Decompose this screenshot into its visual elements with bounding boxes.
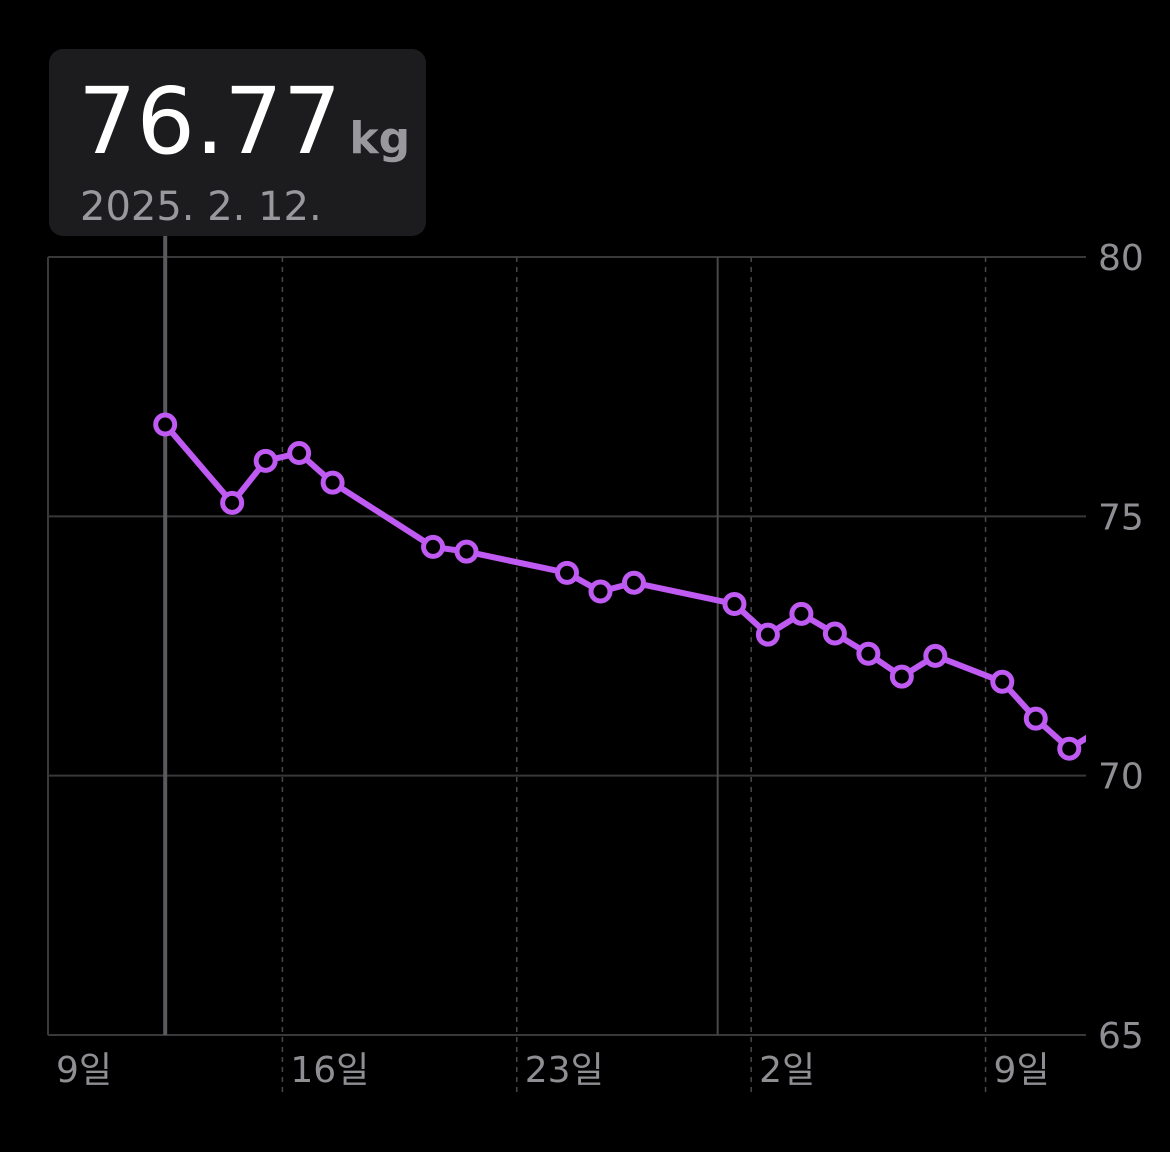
data-point — [755, 622, 780, 647]
tooltip-box — [49, 49, 426, 236]
data-point — [320, 470, 345, 495]
data-point — [555, 560, 579, 585]
data-point — [1093, 718, 1112, 737]
data-point — [454, 539, 479, 564]
data-point — [990, 669, 1015, 694]
data-point — [421, 534, 446, 559]
data-point — [856, 641, 881, 666]
data-point — [153, 412, 178, 437]
data-point — [923, 643, 948, 668]
data-point — [588, 579, 613, 604]
y-tick-label: 75 — [1098, 497, 1144, 538]
y-tick-label: 65 — [1098, 1016, 1144, 1057]
data-point — [287, 441, 312, 466]
x-tick-label: 2일 — [759, 1050, 815, 1091]
data-point — [1023, 706, 1048, 731]
x-tick-label: 16일 — [290, 1050, 369, 1091]
plot — [153, 412, 1112, 761]
data-point — [621, 570, 646, 595]
data-point — [1057, 736, 1082, 761]
data-point — [220, 490, 245, 515]
y-tick-label: 80 — [1098, 238, 1144, 279]
tooltip-unit: kg — [349, 113, 410, 164]
x-tick-label: 23일 — [525, 1050, 604, 1091]
data-point — [822, 621, 847, 646]
data-point — [889, 664, 914, 689]
tooltip: 76.77 kg 2025. 2. 12. — [49, 49, 426, 236]
data-point — [253, 448, 278, 473]
data-point — [722, 591, 747, 616]
y-tick-label: 70 — [1098, 757, 1144, 798]
data-point — [789, 601, 814, 626]
tooltip-value: 76.77 — [78, 68, 341, 175]
grid: 65 70 75 80 9일 16일 23일 2일 9일 — [47, 236, 1144, 1097]
tooltip-date: 2025. 2. 12. — [80, 184, 322, 230]
x-tick-label: 9일 — [56, 1050, 112, 1091]
x-tick-label: 9일 — [994, 1050, 1050, 1091]
